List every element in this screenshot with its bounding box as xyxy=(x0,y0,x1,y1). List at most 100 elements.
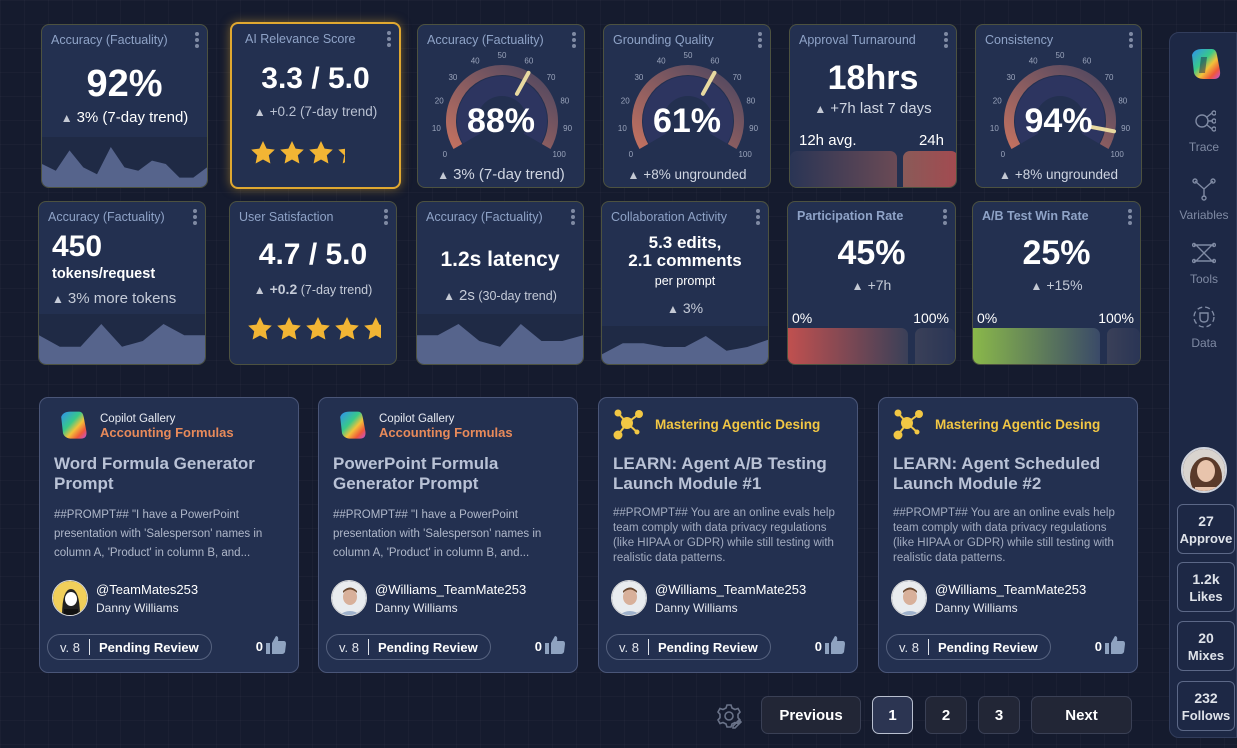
card-category: Copilot Gallery xyxy=(379,412,455,425)
metric-card-participation-rate[interactable]: Participation Rate 45% ▲ +7h 0% 100% xyxy=(787,201,956,365)
more-options-icon[interactable] xyxy=(572,32,576,48)
copilot-logo xyxy=(340,411,366,439)
sidebar-item-label: Data xyxy=(1191,336,1217,350)
metric-title: AI Relevance Score xyxy=(245,32,356,46)
like-button[interactable]: 0 xyxy=(1095,636,1125,654)
settings-gear-icon[interactable] xyxy=(716,703,743,734)
version-status-pill[interactable]: v. 8 Pending Review xyxy=(326,634,491,660)
prompt-card[interactable]: Copilot Gallery Accounting Formulas Power… xyxy=(318,397,578,673)
sidebar-item-variables[interactable]: Variables xyxy=(1170,177,1237,222)
previous-page-button[interactable]: Previous xyxy=(761,696,861,734)
metric-value-line2: 2.1 comments xyxy=(628,251,742,270)
card-title[interactable]: LEARN: Agent Scheduled Launch Module #2 xyxy=(893,454,1101,493)
metric-card-tokens[interactable]: Accuracy (Factuality) 450 tokens/request… xyxy=(38,201,206,365)
trend-up-icon: ▲ xyxy=(666,302,679,316)
metric-value: 61% xyxy=(652,102,722,140)
prompt-card[interactable]: Copilot Gallery Accounting Formulas Word … xyxy=(39,397,299,673)
like-button[interactable]: 0 xyxy=(815,636,845,654)
metric-card-ab-test-win-rate[interactable]: A/B Test Win Rate 25% ▲ +15% 0% 100% xyxy=(972,201,1141,365)
stat-follows[interactable]: 232 Follows xyxy=(1177,681,1235,731)
thumbs-up-icon xyxy=(545,636,565,654)
gauge-tick-label: 50 xyxy=(684,51,693,60)
gauge-inner-band xyxy=(457,76,547,144)
metric-card-latency[interactable]: Accuracy (Factuality) 1.2s latency ▲ 2s (… xyxy=(416,201,584,365)
gauge-tick-label: 90 xyxy=(563,124,572,133)
more-options-icon[interactable] xyxy=(193,209,197,225)
more-options-icon[interactable] xyxy=(756,209,760,225)
card-author[interactable]: @Williams_TeamMate253 Danny Williams xyxy=(331,580,526,616)
metric-trend-text: +8% ungrounded xyxy=(1014,167,1119,182)
max-label: 24h xyxy=(918,132,944,149)
more-options-icon[interactable] xyxy=(944,32,948,48)
metric-card-approval-turnaround[interactable]: Approval Turnaround 18hrs ▲ +7h last 7 da… xyxy=(789,24,957,188)
star-icon xyxy=(248,317,272,340)
metric-card-grounding-quality[interactable]: 0 10 20 30 40 50 60 70 80 90 100 Grounding Quality… xyxy=(603,24,771,188)
next-page-button[interactable]: Next xyxy=(1031,696,1132,734)
more-options-icon[interactable] xyxy=(387,31,391,47)
card-title[interactable]: Word Formula Generator Prompt xyxy=(54,454,255,493)
metric-card-consistency[interactable]: 0 10 20 30 40 50 60 70 80 90 100 Consistency 94% ▲… xyxy=(975,24,1142,188)
version-status-pill[interactable]: v. 8 Pending Review xyxy=(886,634,1051,660)
stat-likes[interactable]: 1.2k Likes xyxy=(1177,562,1235,612)
version-status-pill[interactable]: v. 8 Pending Review xyxy=(606,634,771,660)
sidebar-item-trace[interactable]: Trace xyxy=(1170,109,1237,154)
stat-value: 232 xyxy=(1194,690,1218,706)
card-author[interactable]: @TeamMates253 Danny Williams xyxy=(52,580,198,616)
like-button[interactable]: 0 xyxy=(256,636,286,654)
prompt-card[interactable]: Mastering Agentic Desing LEARN: Agent Sc… xyxy=(878,397,1138,673)
card-title[interactable]: LEARN: Agent A/B Testing Launch Module #… xyxy=(613,454,827,493)
metric-unit: per prompt xyxy=(654,274,716,288)
trend-up-icon: ▲ xyxy=(437,168,450,182)
version-label: v. 8 xyxy=(899,639,919,655)
user-avatar[interactable] xyxy=(1181,447,1227,493)
metric-card-accuracy[interactable]: Accuracy (Factuality) 92% ▲ 3% (7-day tre… xyxy=(41,24,208,188)
data-icon xyxy=(1193,306,1215,328)
metric-title: Accuracy (Factuality) xyxy=(48,210,165,224)
metric-title: Approval Turnaround xyxy=(799,33,916,47)
sidebar-item-tools[interactable]: Tools xyxy=(1170,241,1237,286)
more-options-icon[interactable] xyxy=(571,209,575,225)
metric-card-ai-relevance[interactable]: AI Relevance Score 3.3 / 5.0 ▲ +0.2 (7-da… xyxy=(230,22,401,189)
version-label: v. 8 xyxy=(60,639,80,655)
more-options-icon[interactable] xyxy=(195,32,199,48)
thumbs-up-icon xyxy=(1105,636,1125,654)
version-status-pill[interactable]: v. 8 Pending Review xyxy=(47,634,212,660)
sparkline-area xyxy=(602,336,768,364)
more-options-icon[interactable] xyxy=(1129,32,1133,48)
sidebar-item-data[interactable]: Data xyxy=(1170,305,1237,350)
stat-approve[interactable]: 27 Approve xyxy=(1177,504,1235,554)
like-button[interactable]: 0 xyxy=(535,636,565,654)
metric-card-accuracy-gauge[interactable]: 0 10 20 30 40 50 60 70 80 90 100 Accuracy (Factual… xyxy=(417,24,585,188)
stat-value: 20 xyxy=(1198,630,1214,646)
metric-trend: ▲ +7h xyxy=(788,277,955,293)
metric-card-collaboration[interactable]: Collaboration Activity 5.3 edits, 2.1 com… xyxy=(601,201,769,365)
star-icon xyxy=(306,317,330,340)
page-1-button[interactable]: 1 xyxy=(872,696,913,734)
gauge-tick-label: 80 xyxy=(1118,97,1127,106)
card-description: ##PROMPT## You are an online evals help … xyxy=(613,507,835,564)
card-description: ##PROMPT## "I have a PowerPoint presenta… xyxy=(54,509,263,559)
sparkline xyxy=(39,314,205,364)
card-author[interactable]: @Williams_TeamMate253 Danny Williams xyxy=(891,580,1086,616)
more-options-icon[interactable] xyxy=(758,32,762,48)
copilot-logo[interactable] xyxy=(1170,45,1237,90)
version-label: v. 8 xyxy=(619,639,639,655)
gauge-arc xyxy=(1004,65,1116,149)
stat-mixes[interactable]: 20 Mixes xyxy=(1177,621,1235,671)
metric-card-user-satisfaction[interactable]: User Satisfaction 4.7 / 5.0 ▲ +0.2 (7-day… xyxy=(229,201,397,365)
more-options-icon[interactable] xyxy=(1128,209,1132,225)
card-author[interactable]: @Williams_TeamMate253 Danny Williams xyxy=(611,580,806,616)
trend-up-icon: ▲ xyxy=(998,168,1011,182)
gauge-inner-band xyxy=(1015,76,1105,144)
status-label: Pending Review xyxy=(378,639,478,655)
more-options-icon[interactable] xyxy=(384,209,388,225)
card-header: Mastering Agentic Desing xyxy=(613,408,820,440)
page-2-button[interactable]: 2 xyxy=(925,696,967,734)
prompt-card[interactable]: Mastering Agentic Desing LEARN: Agent A/… xyxy=(598,397,858,673)
page-3-button[interactable]: 3 xyxy=(978,696,1020,734)
metric-title: Accuracy (Factuality) xyxy=(51,33,168,47)
more-options-icon[interactable] xyxy=(943,209,947,225)
card-title[interactable]: PowerPoint Formula Generator Prompt xyxy=(333,454,499,493)
gauge-tick-label: 60 xyxy=(1082,57,1091,66)
author-avatar xyxy=(52,580,88,616)
